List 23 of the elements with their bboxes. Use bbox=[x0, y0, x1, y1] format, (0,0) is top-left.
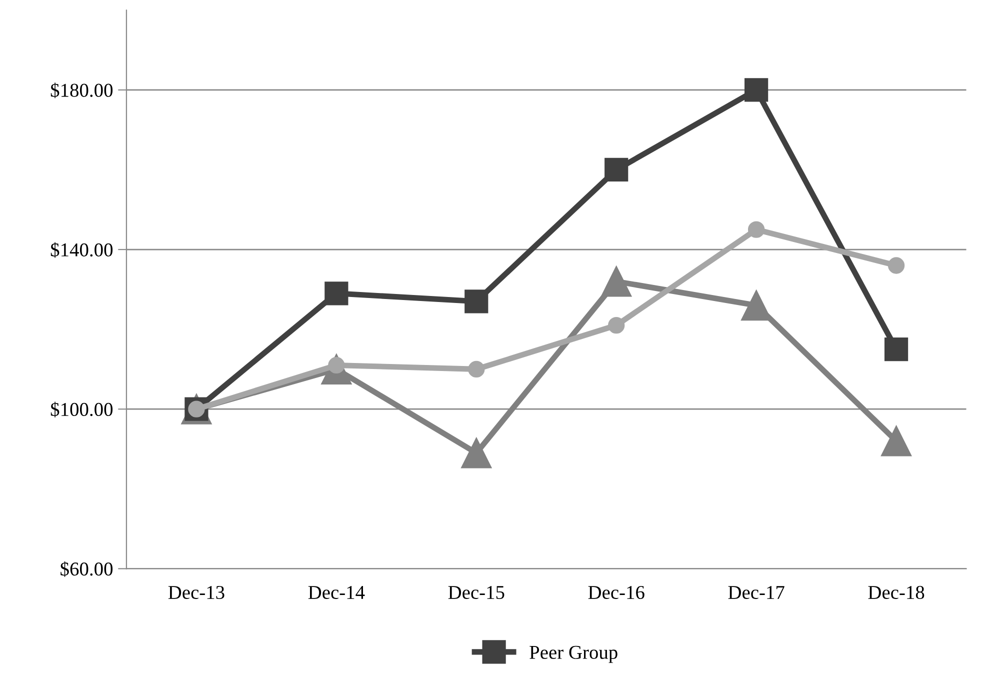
point bbox=[324, 282, 348, 306]
point bbox=[464, 290, 488, 314]
point bbox=[881, 426, 912, 456]
y-tick-label: $100.00 bbox=[50, 402, 113, 418]
point bbox=[884, 337, 908, 362]
y-tick-label: $60.00 bbox=[60, 561, 113, 577]
y-tick-label: $140.00 bbox=[50, 242, 113, 258]
point bbox=[748, 221, 765, 238]
y-tick-label: $180.00 bbox=[50, 82, 113, 98]
x-tick-label: Dec-18 bbox=[868, 586, 924, 600]
point bbox=[744, 78, 768, 102]
point bbox=[601, 266, 632, 297]
x-tick-label: Dec-16 bbox=[588, 586, 644, 600]
x-tick-label: Dec-17 bbox=[728, 586, 784, 600]
point bbox=[608, 316, 625, 334]
point bbox=[888, 257, 905, 274]
x-tick-label: Dec-15 bbox=[448, 586, 504, 600]
x-tick-label: Dec-14 bbox=[308, 586, 365, 600]
x-tick-label: Dec-13 bbox=[168, 586, 224, 600]
point bbox=[461, 438, 492, 468]
point bbox=[604, 158, 628, 182]
point bbox=[468, 360, 485, 378]
legend-label: Peer Group bbox=[530, 646, 618, 663]
